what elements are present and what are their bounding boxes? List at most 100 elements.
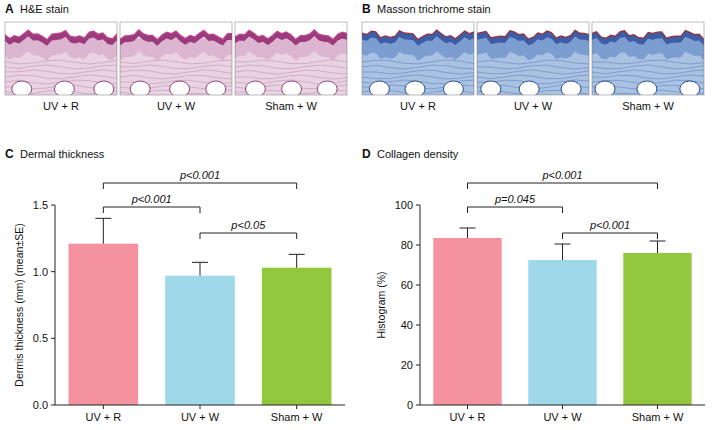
x-tick bbox=[296, 405, 297, 409]
fibre bbox=[235, 65, 347, 69]
fibre bbox=[235, 60, 347, 64]
x-tick bbox=[657, 405, 658, 409]
follicle bbox=[54, 81, 74, 95]
y-tick-label: 20 bbox=[401, 359, 413, 371]
comparison-bracket bbox=[103, 207, 200, 213]
fibre bbox=[120, 75, 232, 79]
background bbox=[477, 22, 589, 38]
image-label: Sham + W bbox=[622, 100, 674, 112]
tissue-image bbox=[362, 22, 474, 95]
y-tick-label: 0.0 bbox=[33, 399, 48, 411]
comparison-bracket bbox=[563, 233, 658, 239]
y-axis-title: Dermis thickness (mm) (mean±SE) bbox=[13, 223, 25, 386]
follicle bbox=[94, 81, 114, 95]
image-frame bbox=[120, 22, 232, 95]
y-tick-label: 0 bbox=[407, 399, 413, 411]
image-frame bbox=[477, 22, 589, 95]
fibre bbox=[5, 75, 117, 79]
fibre bbox=[362, 70, 474, 74]
y-axis bbox=[55, 205, 56, 405]
x-tick bbox=[467, 405, 468, 409]
fibre bbox=[120, 60, 232, 64]
image-frame bbox=[362, 22, 474, 95]
follicle bbox=[170, 81, 190, 95]
fibre bbox=[477, 75, 589, 79]
follicle bbox=[680, 81, 700, 95]
tissue-image bbox=[5, 22, 117, 95]
error-cap bbox=[192, 262, 208, 263]
y-tick bbox=[416, 205, 420, 206]
error-cap bbox=[95, 218, 111, 219]
y-tick bbox=[416, 405, 420, 406]
tissue-image bbox=[477, 22, 589, 95]
error-cap bbox=[289, 254, 305, 255]
comparison-bracket bbox=[103, 183, 296, 189]
x-tick-label: UV + R bbox=[85, 411, 121, 423]
follicle bbox=[369, 81, 389, 95]
x-tick-label: Sham + W bbox=[271, 411, 323, 423]
bar bbox=[528, 260, 596, 405]
dense-dermis bbox=[120, 39, 232, 61]
fibre bbox=[5, 65, 117, 69]
follicle bbox=[519, 81, 539, 95]
error-cap bbox=[460, 228, 476, 229]
image-frame bbox=[5, 22, 117, 95]
fibre bbox=[5, 60, 117, 64]
error-bar bbox=[650, 241, 666, 253]
follicle bbox=[245, 81, 265, 95]
p-value-label: p<0.001 bbox=[179, 169, 220, 181]
bar bbox=[69, 244, 139, 405]
y-tick-label: 1.0 bbox=[33, 266, 48, 278]
follicle bbox=[561, 81, 581, 95]
panel-letter: A bbox=[5, 2, 14, 16]
p-value-label: p<0.001 bbox=[541, 169, 582, 181]
tissue-image bbox=[592, 22, 704, 95]
marks bbox=[433, 228, 691, 405]
y-tick-label: 60 bbox=[401, 279, 413, 291]
bar bbox=[165, 276, 235, 405]
p-value-label: p<0.05 bbox=[230, 219, 266, 231]
fibre bbox=[592, 65, 704, 69]
image-label: UV + W bbox=[157, 100, 196, 112]
chart-panel: DCollagen density020406080100Histogram (… bbox=[362, 147, 705, 423]
y-tick-label: 100 bbox=[395, 199, 413, 211]
panel-letter: C bbox=[5, 147, 14, 161]
panel-letter: D bbox=[362, 147, 371, 161]
bar bbox=[433, 238, 501, 405]
comparison-bracket bbox=[200, 233, 297, 239]
error-line bbox=[200, 262, 201, 275]
x-tick-label: Sham + W bbox=[632, 411, 684, 423]
follicle bbox=[405, 81, 425, 95]
y-tick-label: 0.5 bbox=[33, 332, 48, 344]
fibre bbox=[235, 75, 347, 79]
error-line bbox=[562, 244, 563, 260]
y-tick bbox=[416, 325, 420, 326]
error-cap bbox=[650, 241, 666, 242]
follicle bbox=[443, 81, 463, 95]
error-line bbox=[103, 218, 104, 243]
p-value-label: p=0.045 bbox=[494, 193, 536, 205]
follicle bbox=[637, 81, 657, 95]
follicle bbox=[595, 81, 615, 95]
image-label: Sham + W bbox=[265, 100, 317, 112]
fibre bbox=[592, 75, 704, 79]
follicle bbox=[317, 81, 337, 95]
y-tick-label: 80 bbox=[401, 239, 413, 251]
y-tick-label: 1.5 bbox=[33, 199, 48, 211]
y-tick bbox=[416, 365, 420, 366]
x-tick-label: UV + W bbox=[181, 411, 220, 423]
y-tick bbox=[51, 271, 55, 272]
background bbox=[362, 22, 474, 39]
chart-panel: CDermal thickness0.00.51.01.5Dermis thic… bbox=[5, 147, 345, 423]
background bbox=[592, 22, 704, 39]
x-tick bbox=[200, 405, 201, 409]
tissue-image bbox=[235, 22, 347, 95]
follicle bbox=[206, 81, 226, 95]
panel-title: Masson trichrome stain bbox=[377, 3, 491, 15]
x-tick-label: UV + R bbox=[450, 411, 486, 423]
error-bar bbox=[95, 218, 111, 243]
error-bar bbox=[289, 254, 305, 267]
y-tick bbox=[51, 405, 55, 406]
error-bar bbox=[460, 228, 476, 238]
follicle bbox=[12, 81, 32, 95]
